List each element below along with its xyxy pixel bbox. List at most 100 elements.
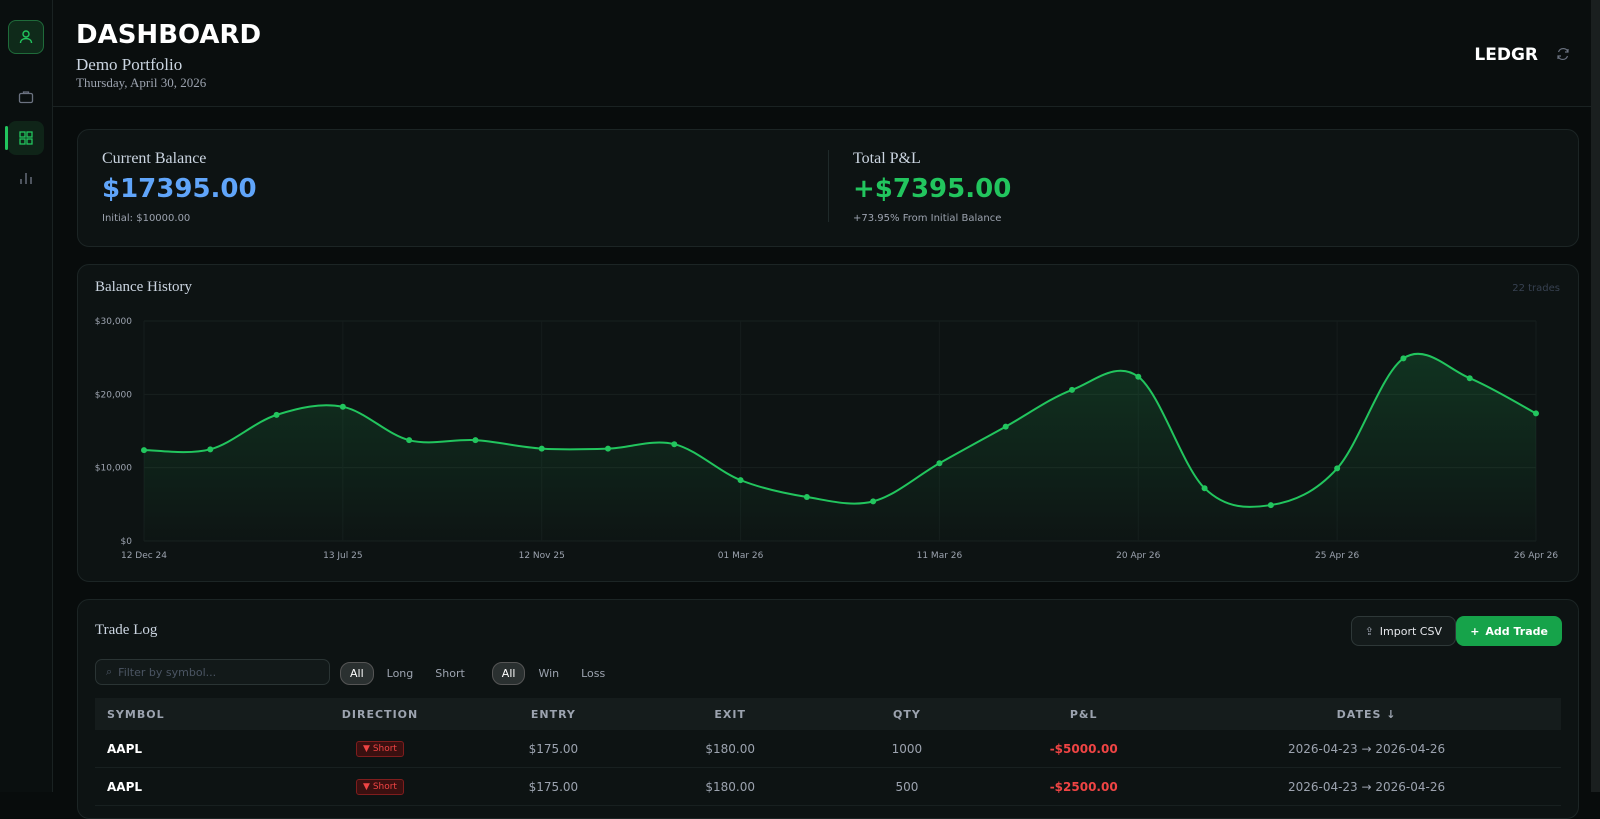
point xyxy=(803,494,810,500)
import-label: Import CSV xyxy=(1379,624,1442,638)
close-date: 2026-04-26 xyxy=(1375,779,1446,794)
point xyxy=(1267,502,1274,509)
y-tick-label: $30,000 xyxy=(95,317,132,327)
dashboard-button[interactable] xyxy=(8,121,44,155)
column-header: P&L xyxy=(1069,707,1098,721)
direction-badge: ▼ Short xyxy=(356,741,404,757)
symbol: AAPL xyxy=(107,779,143,794)
y-tick-label: $0 xyxy=(121,537,133,547)
point xyxy=(141,447,147,454)
search-input[interactable]: ⌕ Filter by symbol... xyxy=(95,659,330,685)
column-header: ENTRY xyxy=(530,707,576,721)
column-header: DATES ↓ xyxy=(1336,707,1397,721)
grid-icon xyxy=(19,131,33,145)
direction: Short xyxy=(372,744,397,754)
point xyxy=(671,441,678,448)
filter-pill[interactable]: Short xyxy=(435,667,465,680)
column-header: DIRECTION xyxy=(341,707,419,721)
balance-label: Current Balance xyxy=(102,150,207,167)
direction-cell: ▼ Short xyxy=(295,740,465,757)
briefcase-icon xyxy=(18,91,34,104)
exit: $180.00 xyxy=(705,741,755,756)
portfolio-button[interactable] xyxy=(8,80,44,114)
main: DASHBOARD Demo Portfolio Thursday, April… xyxy=(53,0,1600,819)
y-tick-label: $20,000 xyxy=(95,390,132,400)
point xyxy=(1466,375,1473,382)
open-date: 2026-04-23 xyxy=(1287,741,1358,756)
filter-pill[interactable]: All xyxy=(340,662,374,685)
filter-pill[interactable]: Long xyxy=(386,667,414,680)
pnl: -$2500.00 xyxy=(1049,779,1118,794)
chart-title: Balance History xyxy=(95,279,193,295)
point xyxy=(1201,485,1208,492)
dates: 2026-04-23 → 2026-04-26 xyxy=(1287,779,1446,794)
point xyxy=(1533,410,1539,417)
filters: All Long Short All Win Loss xyxy=(340,662,618,685)
direction: Short xyxy=(372,782,397,792)
direction-cell: ▼ Short xyxy=(295,778,465,795)
trade-row: AAPL ▼ Short $175.00 $180.00 500 -$2500.00 202… xyxy=(95,768,1561,806)
column-header: QTY xyxy=(893,707,921,721)
point xyxy=(472,437,479,444)
symbol: AAPL xyxy=(107,741,143,756)
add-label: Add Trade xyxy=(1485,624,1548,638)
profile-button[interactable] xyxy=(8,20,44,54)
point xyxy=(1069,386,1075,393)
filter-pill[interactable]: All xyxy=(491,662,526,685)
exit: $180.00 xyxy=(705,779,755,794)
scrollbar xyxy=(1591,0,1600,792)
initial-balance: Initial: $10000.00 xyxy=(102,213,191,224)
dates: 2026-04-23 → 2026-04-26 xyxy=(1287,741,1446,756)
y-tick-label: $10,000 xyxy=(95,464,132,474)
import-button[interactable]: ⇪ Import CSV xyxy=(1350,616,1456,646)
pnl: -$5000.00 xyxy=(1049,741,1118,756)
open-date: 2026-04-23 xyxy=(1287,779,1358,794)
filter-pill[interactable]: Loss xyxy=(581,667,606,680)
point xyxy=(936,460,943,467)
brand: LEDGR xyxy=(1474,45,1538,65)
point xyxy=(538,445,545,452)
summary-card: Current Balance $17395.00 Initial: $1000… xyxy=(77,129,1579,247)
x-tick-label: 13 Jul 25 xyxy=(323,551,363,561)
header: DASHBOARD Demo Portfolio Thursday, April… xyxy=(53,0,1600,107)
balance: $17395.00 xyxy=(102,174,257,204)
x-tick-label: 20 Apr 26 xyxy=(1116,551,1160,561)
chart-icon xyxy=(20,173,32,184)
entry: $175.00 xyxy=(528,779,579,794)
x-tick-label: 26 Apr 26 xyxy=(1514,551,1558,561)
point xyxy=(1002,423,1009,430)
point xyxy=(406,437,413,444)
trade-count: 22 trades xyxy=(1512,283,1560,294)
filter-pill[interactable]: Win xyxy=(538,667,560,680)
active-indicator xyxy=(5,126,8,150)
refresh-button[interactable] xyxy=(1556,47,1570,61)
portfolio-name: Demo Portfolio xyxy=(76,55,183,74)
pnl-label: Total P&L xyxy=(853,150,921,167)
user-icon xyxy=(19,30,33,44)
x-tick-label: 01 Mar 26 xyxy=(718,551,764,561)
point xyxy=(339,403,346,410)
sidebar xyxy=(0,0,53,792)
column-header: EXIT xyxy=(714,707,746,721)
point xyxy=(1334,465,1341,472)
point xyxy=(737,477,744,484)
divider xyxy=(828,150,829,222)
point xyxy=(605,445,611,452)
line xyxy=(143,352,1537,508)
direction-badge: ▼ Short xyxy=(356,779,404,795)
chart-card: Balance History 22 trades $0 $10,000 $20,0… xyxy=(77,264,1579,582)
point xyxy=(1135,373,1142,380)
area xyxy=(144,353,1536,541)
search-placeholder: Filter by symbol... xyxy=(118,665,217,679)
date: Thursday, April 30, 2026 xyxy=(76,75,207,90)
table-header: SYMBOL DIRECTION ENTRY EXIT QTY P&L DATES ↓ xyxy=(95,698,1561,730)
add-trade-button[interactable]: + Add Trade xyxy=(1456,616,1562,646)
pnl-note: +73.95% From Initial Balance xyxy=(853,213,1002,224)
entry: $175.00 xyxy=(528,741,579,756)
x-tick-label: 11 Mar 26 xyxy=(917,551,963,561)
chart: Balance History 22 trades $0 $10,000 $20,0… xyxy=(95,279,1560,561)
point xyxy=(207,446,214,453)
point xyxy=(273,411,280,418)
analytics-button[interactable] xyxy=(8,161,44,195)
table-body: AAPL ▼ Short $175.00 $180.00 1000 -$5000.00 20… xyxy=(95,730,1561,806)
